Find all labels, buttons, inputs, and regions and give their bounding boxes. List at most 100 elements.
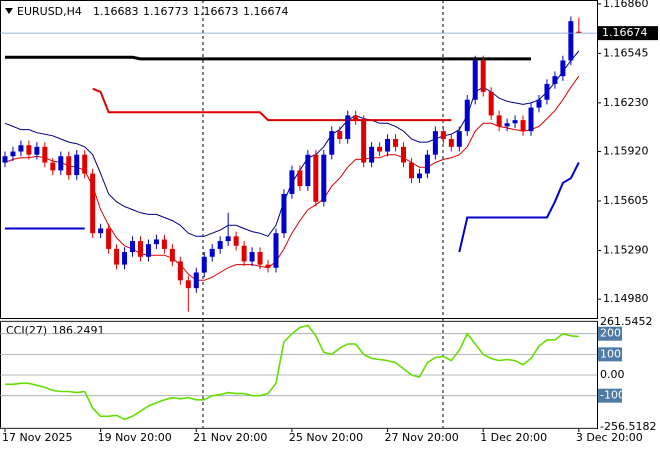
candle-body: [114, 248, 120, 265]
time-tick-label: 25 Nov 20:00: [289, 431, 363, 444]
overlay-band: [4, 75, 580, 281]
cci-level-box: [598, 347, 622, 362]
candle-body: [552, 76, 558, 85]
time-tick-label: 19 Nov 20:00: [98, 431, 172, 444]
time-tick-label: 21 Nov 20:00: [193, 431, 267, 444]
price-tick-label: 1.16230: [603, 96, 649, 109]
candle-body: [98, 228, 104, 234]
candle-body: [393, 138, 399, 147]
candle-body: [26, 145, 32, 155]
candle-body: [130, 241, 136, 253]
candle-body: [161, 239, 167, 249]
candle-body: [456, 131, 462, 147]
candle-body: [169, 248, 175, 262]
candle-body: [528, 107, 534, 132]
candle-body: [74, 154, 80, 176]
header-low: 1.16673: [193, 5, 239, 18]
candle-body: [305, 154, 311, 187]
header-open: 1.16683: [93, 5, 139, 18]
price-tick-label: 1.15920: [603, 145, 649, 158]
candle-body: [377, 146, 383, 152]
last-price-tag-label: 1.16674: [602, 26, 648, 39]
last-price-tag: [598, 26, 658, 41]
candle-body: [153, 239, 159, 245]
candle-body: [241, 245, 247, 262]
cci-tick-label: 261.5452: [600, 315, 653, 328]
price-tick-label: 1.14980: [603, 292, 649, 305]
time-tick-label: 3 Dec 20:00: [576, 431, 643, 444]
candle-body: [408, 162, 414, 179]
candle-body: [353, 115, 359, 121]
candle-body: [321, 154, 327, 202]
candle-body: [122, 252, 128, 265]
candle-body: [297, 170, 303, 187]
candle-body: [145, 244, 151, 257]
candle-body: [472, 60, 478, 100]
candle-body: [82, 154, 88, 174]
candle-body: [512, 120, 518, 124]
candle-body: [544, 84, 550, 100]
time-tick-label: 1 Dec 20:00: [480, 431, 547, 444]
candle-body: [233, 236, 239, 246]
candle-body: [329, 131, 335, 155]
candle-body: [217, 241, 223, 249]
cci-tick-label: 100: [600, 347, 621, 360]
cci-tick-label: 200: [600, 327, 621, 340]
cci-level-box: [598, 326, 622, 341]
candle-body: [193, 272, 199, 289]
price-tick-label: 1.15605: [603, 194, 649, 207]
header-close: 1.16674: [243, 5, 289, 18]
overlay-stop: [92, 87, 452, 122]
cci-tick-label: -256.5182: [600, 420, 656, 433]
candle-body: [416, 173, 422, 179]
candle-body: [137, 241, 143, 257]
candle-body: [345, 115, 351, 139]
candle-body: [281, 193, 287, 234]
candle-body: [34, 146, 40, 155]
price-tick-label: 1.16860: [603, 0, 649, 10]
candle-body: [42, 146, 48, 163]
candle-body: [432, 131, 438, 155]
candle-body: [369, 146, 375, 163]
cci-title: CCI(27): [6, 324, 47, 337]
candle-body: [576, 31, 582, 34]
candle-body: [440, 131, 446, 139]
price-tick-label: 1.15290: [603, 243, 649, 256]
time-tick-label: 27 Nov 20:00: [385, 431, 459, 444]
candle-body: [361, 120, 367, 163]
candle-body: [249, 252, 255, 262]
candle-body: [177, 261, 183, 281]
candle-body: [480, 60, 486, 92]
cci-tick-label: 0.00: [600, 368, 625, 381]
candle-body: [401, 146, 406, 163]
candle-body: [10, 151, 16, 157]
candle-body: [265, 264, 271, 268]
candle-body: [273, 233, 279, 268]
candle-body: [225, 236, 231, 242]
candle-body: [448, 138, 454, 147]
header-high: 1.16773: [143, 5, 189, 18]
candle-body: [289, 170, 295, 194]
candle-body: [560, 60, 566, 77]
candle-body: [90, 173, 96, 234]
candle-body: [385, 138, 391, 152]
cci-line: [5, 324, 579, 421]
symbol-menu-arrow[interactable]: [5, 8, 13, 14]
candle-body: [488, 91, 494, 116]
price-panel-frame: [0, 0, 598, 319]
candle-body: [337, 131, 343, 139]
overlay-level: [5, 55, 531, 61]
overlay-stop: [5, 162, 580, 253]
time-tick-label: 17 Nov 2025: [2, 431, 72, 444]
candle-body: [18, 145, 24, 152]
candle-body: [568, 21, 574, 61]
symbol-label: EURUSD,H4: [17, 5, 82, 18]
candle-body: [50, 162, 56, 171]
candle-body: [66, 156, 72, 176]
candle-body: [313, 154, 319, 202]
candle-body: [424, 154, 430, 174]
cci-level-box: [598, 388, 622, 403]
cci-tick-label: -100: [600, 389, 625, 402]
